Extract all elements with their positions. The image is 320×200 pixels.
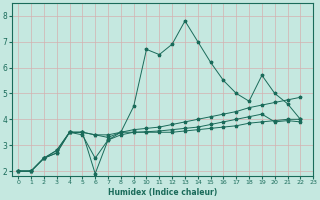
X-axis label: Humidex (Indice chaleur): Humidex (Indice chaleur): [108, 188, 217, 197]
